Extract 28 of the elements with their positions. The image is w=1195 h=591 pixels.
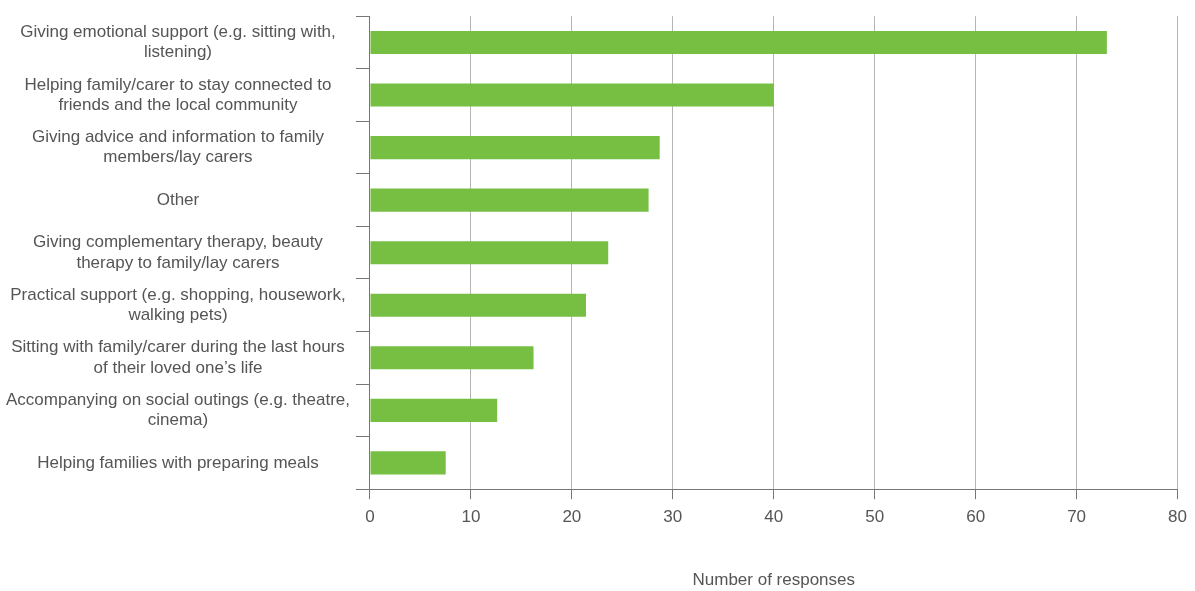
y-tick-label: Giving complementary therapy, beauty therapy to family/lay carers bbox=[33, 232, 324, 272]
bar bbox=[370, 188, 649, 212]
bar bbox=[370, 30, 1107, 55]
bar bbox=[370, 241, 609, 265]
bar bbox=[370, 398, 498, 422]
y-tick-label: Helping family/carer to stay connected to friends and the local community bbox=[24, 74, 332, 114]
y-tick-label: Sitting with family/carer during the last hours of their loved one’s life bbox=[11, 337, 345, 377]
x-tick-label: 40 bbox=[764, 507, 784, 527]
x-tick-label: 80 bbox=[1168, 507, 1188, 527]
bar bbox=[370, 451, 446, 475]
x-axis-title: Number of responses bbox=[692, 570, 856, 590]
y-tick-label: Other bbox=[156, 189, 200, 209]
x-tick-label: 0 bbox=[365, 507, 375, 527]
x-tick-label: 50 bbox=[865, 507, 885, 527]
x-tick-label: 10 bbox=[461, 507, 481, 527]
x-tick-label: 70 bbox=[1067, 507, 1087, 527]
x-tick-label: 60 bbox=[966, 507, 986, 527]
y-tick-label: Giving advice and information to family members/lay carers bbox=[32, 127, 325, 167]
x-tick-label: 30 bbox=[663, 507, 683, 527]
bar bbox=[370, 293, 586, 317]
x-tick-label: 20 bbox=[562, 507, 582, 527]
bar bbox=[370, 136, 660, 160]
y-tick-label: Helping families with preparing meals bbox=[37, 452, 319, 472]
y-tick-label: Giving emotional support (e.g. sitting with, listening) bbox=[20, 21, 336, 62]
bar bbox=[370, 346, 534, 370]
bar bbox=[370, 83, 774, 107]
y-tick-label: Practical support (e.g. shopping, housework, walking pets) bbox=[10, 284, 346, 325]
y-tick-label: Accompanying on social outings (e.g. theatre, cinema) bbox=[6, 389, 350, 430]
